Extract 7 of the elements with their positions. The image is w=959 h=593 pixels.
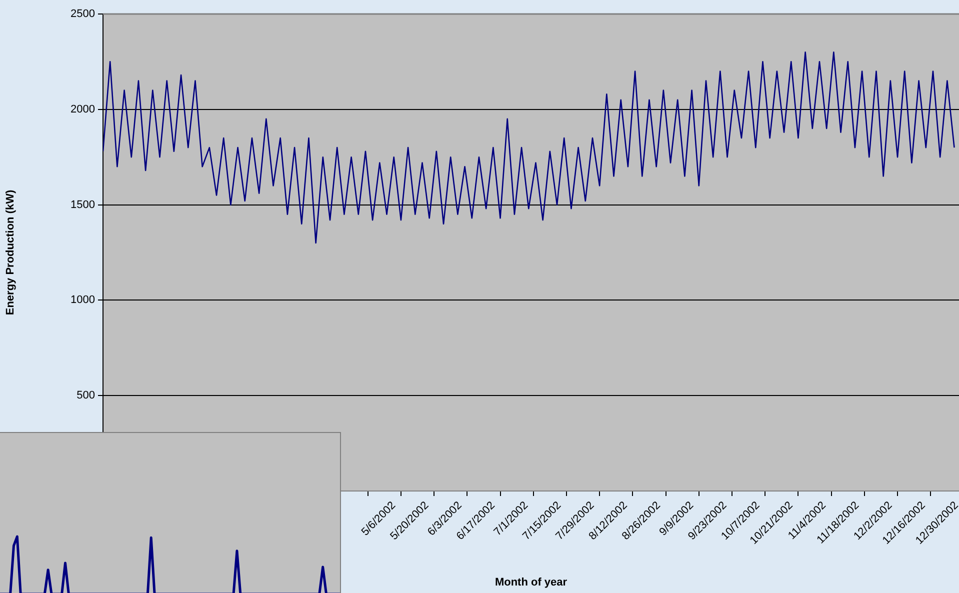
y-tick-label: 1500: [70, 198, 95, 211]
y-tick-label: 1000: [70, 294, 95, 306]
y-axis-title: Energy Production (kW): [4, 190, 17, 316]
x-axis-title: Month of year: [494, 576, 568, 588]
y-tick-label: 2000: [70, 103, 95, 116]
y-tick-label: 2500: [70, 8, 95, 20]
y-tick-label: 500: [76, 390, 95, 402]
